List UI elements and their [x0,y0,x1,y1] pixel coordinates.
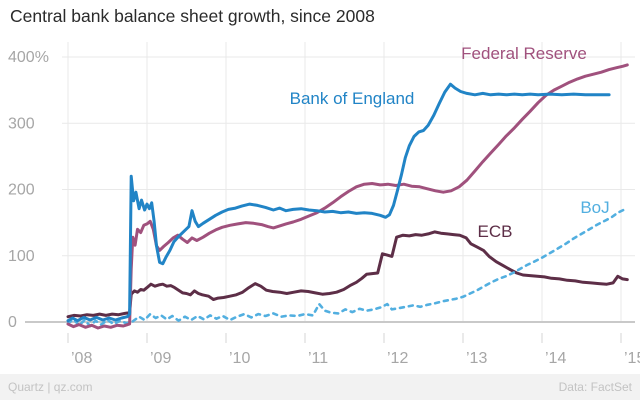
series-line-bank-of-england [66,82,611,323]
y-tick-label-400: 400% [8,49,49,66]
y-tick-label-0: 0 [8,314,17,331]
series-label-ecb: ECB [478,222,513,241]
x-tick-label-2011: ’11 [308,350,328,367]
x-tick-label-2008: ’08 [71,350,92,367]
x-tick-label-2010: ’10 [229,350,250,367]
x-tick-label-2009: ’09 [150,350,171,367]
x-tick-label-2015: ’15 [624,350,640,367]
series-line-federal-reserve [66,63,629,330]
series-line-boj [66,206,629,328]
series-ecb: ECB [66,222,629,319]
series-bank-of-england: Bank of England [66,82,611,323]
series-label-boj: BoJ [580,198,609,217]
series-label-federal-reserve: Federal Reserve [461,44,587,63]
source-branding: Quartz | qz.com [8,380,93,394]
x-tick-label-2013: ’13 [466,350,487,367]
attribution-bar: Quartz | qz.com Data: FactSet [0,374,640,400]
series-federal-reserve: Federal Reserve [66,44,629,330]
series-boj: BoJ [66,198,629,328]
y-tick-label-200: 200 [8,182,35,199]
data-credit: Data: FactSet [558,380,632,394]
x-tick-label-2012: ’12 [387,350,408,367]
chart-title: Central bank balance sheet growth, since… [10,6,375,26]
series-label-bank-of-england: Bank of England [290,89,415,108]
x-tick-label-2014: ’14 [545,350,566,367]
y-tick-label-300: 300 [8,115,35,132]
series-line-ecb [66,230,629,319]
y-tick-label-100: 100 [8,248,35,265]
